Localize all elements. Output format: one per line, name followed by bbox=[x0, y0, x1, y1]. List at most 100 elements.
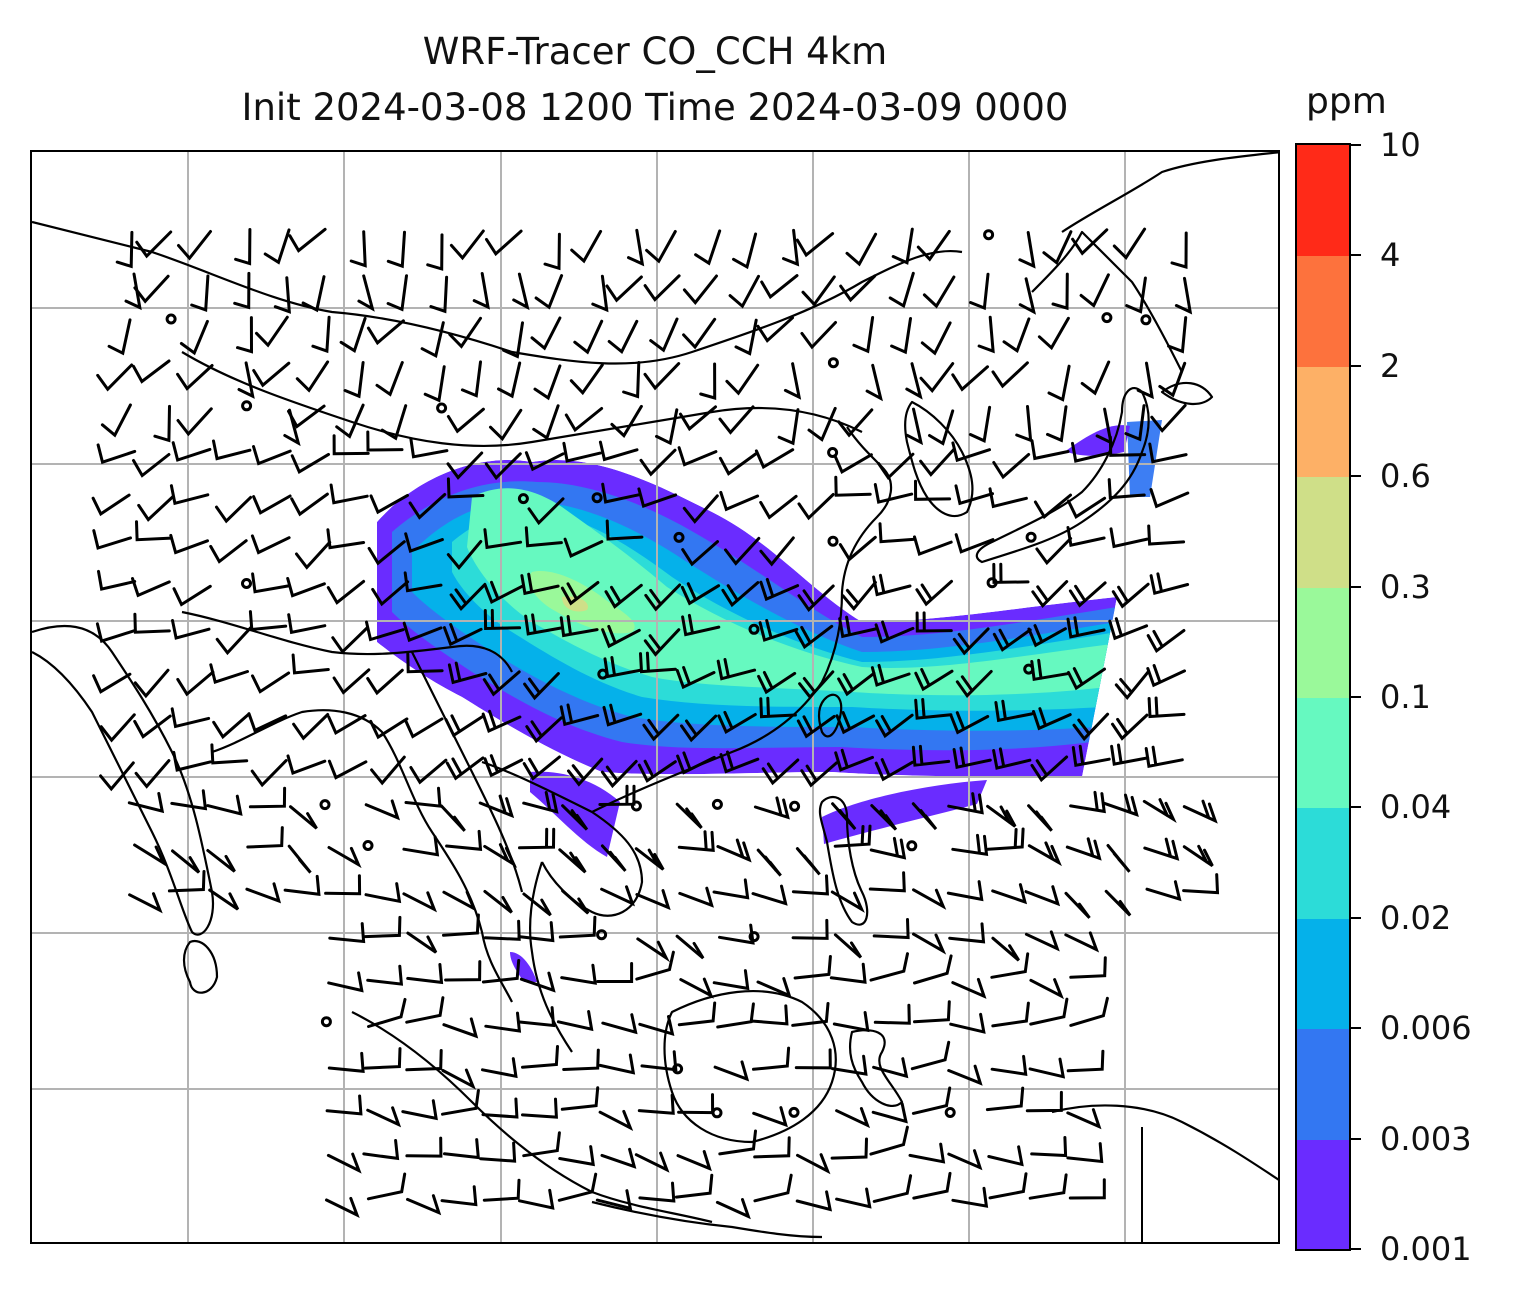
wind-barb bbox=[522, 1131, 561, 1158]
wind-barb bbox=[561, 804, 589, 831]
wind-barb bbox=[324, 874, 362, 896]
wind-barb bbox=[679, 405, 717, 432]
wind-barb bbox=[289, 805, 318, 830]
wind-barb bbox=[562, 441, 602, 463]
wind-barb bbox=[441, 1068, 476, 1090]
colorbar-tick-label: 10 bbox=[1380, 126, 1421, 164]
colorbar-tick-label: 0.04 bbox=[1380, 788, 1452, 827]
calm-circle bbox=[320, 1016, 332, 1028]
wind-barb bbox=[677, 446, 718, 467]
wind-barb bbox=[349, 230, 367, 268]
wind-barb bbox=[977, 315, 995, 354]
wind-barb bbox=[870, 663, 911, 687]
wind-barb bbox=[796, 1153, 831, 1175]
wind-barb bbox=[255, 315, 289, 348]
wind-barb bbox=[406, 652, 444, 674]
wind-barb bbox=[364, 882, 402, 904]
wind-barb bbox=[1067, 667, 1106, 691]
wind-barb bbox=[622, 361, 641, 399]
wind-barb bbox=[326, 528, 366, 550]
wind-barb bbox=[524, 451, 565, 472]
wind-barb bbox=[1147, 696, 1186, 719]
wind-barb bbox=[951, 1186, 989, 1208]
wind-barb bbox=[133, 668, 170, 699]
wind-barb bbox=[423, 365, 446, 403]
calm-circle bbox=[517, 493, 529, 505]
colorbar-segment bbox=[1297, 476, 1349, 588]
wind-barb bbox=[483, 919, 521, 941]
wind-barb bbox=[332, 434, 370, 456]
wind-barb bbox=[483, 754, 524, 778]
colorbar-segment bbox=[1297, 697, 1349, 809]
wind-barb bbox=[905, 362, 923, 400]
wind-barb bbox=[1148, 442, 1188, 464]
wind-barb bbox=[290, 452, 330, 474]
wind-barb bbox=[946, 880, 984, 902]
wind-barb bbox=[677, 830, 715, 852]
wind-barb bbox=[556, 1010, 594, 1032]
wind-barb bbox=[530, 316, 562, 351]
wind-barb bbox=[325, 1196, 360, 1219]
wind-barb bbox=[1028, 1057, 1066, 1079]
wind-barb bbox=[865, 363, 883, 402]
wind-barb bbox=[386, 230, 406, 269]
wind-barb bbox=[869, 836, 907, 860]
wind-barb bbox=[405, 996, 445, 1024]
wind-barb bbox=[525, 716, 563, 744]
wind-barb bbox=[758, 619, 799, 642]
wind-barb bbox=[134, 759, 171, 789]
wind-barb bbox=[1032, 707, 1072, 731]
wind-barb bbox=[481, 1057, 518, 1079]
wind-barb bbox=[947, 1149, 983, 1171]
wind-barb bbox=[649, 317, 679, 353]
calm-circle bbox=[711, 1107, 723, 1119]
wind-barb bbox=[951, 441, 991, 463]
wind-barb bbox=[682, 494, 719, 524]
wind-barb bbox=[133, 714, 172, 739]
wind-barb bbox=[1066, 1049, 1105, 1073]
wind-barb bbox=[639, 448, 677, 477]
wind-barb bbox=[447, 661, 488, 685]
colorbar-segment bbox=[1297, 1028, 1349, 1140]
wind-barb bbox=[912, 888, 947, 910]
wind-barb bbox=[756, 848, 782, 877]
plume-patch-n bbox=[1067, 425, 1130, 456]
wind-barb bbox=[595, 1189, 633, 1211]
wind-barb bbox=[877, 452, 915, 481]
wind-barb bbox=[643, 628, 681, 657]
wind-barb bbox=[680, 714, 718, 743]
wind-barb bbox=[991, 883, 1028, 905]
wind-barb bbox=[716, 658, 757, 681]
wind-barb bbox=[127, 792, 165, 814]
wind-barb bbox=[246, 826, 284, 849]
coastline-bangladesh-myanmar bbox=[211, 709, 513, 1003]
wind-barb bbox=[273, 276, 291, 314]
wind-barb bbox=[911, 1086, 952, 1115]
wind-barb bbox=[600, 844, 627, 872]
wind-barb bbox=[369, 493, 409, 515]
wind-barb bbox=[519, 971, 556, 993]
wind-barb bbox=[1109, 527, 1149, 549]
wind-barb bbox=[833, 933, 863, 959]
wind-barb bbox=[1068, 581, 1107, 608]
wind-barb bbox=[643, 362, 681, 391]
wind-barb bbox=[591, 274, 609, 313]
wind-barb bbox=[543, 232, 561, 271]
wind-barb bbox=[172, 750, 212, 772]
wind-barb bbox=[1170, 231, 1188, 269]
wind-barb bbox=[484, 1011, 522, 1033]
wind-barb bbox=[715, 1198, 751, 1220]
wind-barb bbox=[522, 791, 559, 814]
wind-barb bbox=[833, 453, 873, 474]
wind-barb bbox=[794, 624, 834, 650]
wind-barb bbox=[286, 754, 327, 775]
coastline-taiwan bbox=[817, 693, 843, 738]
wind-barb bbox=[406, 1194, 442, 1216]
wind-barb bbox=[878, 522, 917, 544]
wind-barb bbox=[252, 445, 292, 466]
wind-barb bbox=[250, 759, 288, 788]
wind-barb bbox=[600, 1147, 637, 1169]
wind-barb bbox=[598, 1053, 636, 1075]
wind-barb bbox=[570, 229, 603, 264]
wind-barb bbox=[845, 232, 878, 267]
